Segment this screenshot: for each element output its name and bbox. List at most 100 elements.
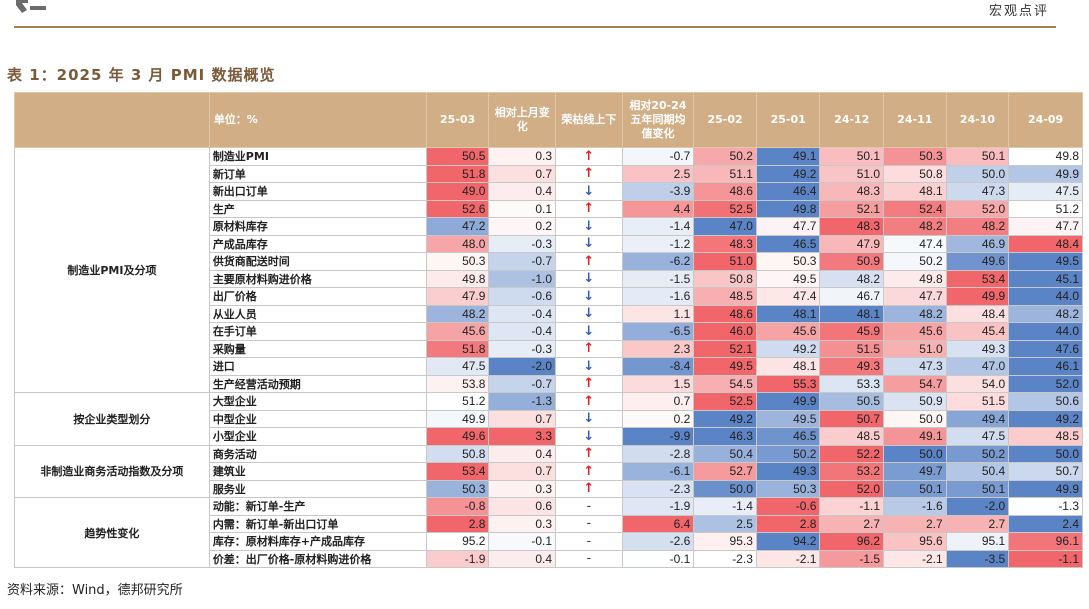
value-25-02-cell: 46.3 [693, 427, 757, 446]
value-25-01-cell: 49.2 [755, 164, 821, 183]
value-25-03-cell: 47.2 [425, 217, 490, 236]
value-24-12-cell: 48.3 [819, 182, 885, 201]
value-24-09-cell: 50.6 [1008, 392, 1083, 411]
value-24-11-cell: 49.7 [883, 462, 947, 481]
value-24-12-cell: 52.0 [819, 479, 885, 498]
group-label: 非制造业商务活动指数及分项 [14, 444, 210, 498]
change-mom-cell: -0.4 [488, 322, 557, 341]
change-mom-cell: 0.3 [488, 147, 557, 166]
table-row: 服务业 50.3 0.3 ↑ -2.3 50.0 50.3 52.0 50.1 50.1 49.9 [15, 479, 1083, 498]
change-mom-cell: 0.7 [488, 164, 557, 183]
row-label: 新出口订单 [208, 182, 427, 201]
change-vs-5y-cell: -1.6 [621, 287, 695, 306]
value-24-12-cell: 53.3 [819, 374, 885, 393]
table-row: 生产经营活动预期 53.8 -0.7 ↑ 1.5 54.5 55.3 53.3 54.7 54.0… [15, 374, 1083, 393]
value-24-12-cell: 50.9 [819, 252, 885, 271]
change-mom-cell: -1.3 [488, 392, 557, 411]
header-col: 24-09 [1008, 92, 1083, 148]
arrow-up-icon: ↑ [583, 463, 595, 479]
expansion-flag: ↓ [555, 182, 623, 201]
expansion-flag: ↓ [555, 409, 623, 428]
value-25-02-cell: 95.3 [693, 532, 757, 551]
value-25-01-cell: 94.2 [755, 532, 821, 551]
arrow-up-icon: ↑ [583, 253, 595, 269]
value-24-10-cell: 47.3 [945, 182, 1010, 201]
change-vs-5y-cell: 0.2 [621, 409, 695, 428]
arrow-up-icon: ↑ [583, 166, 595, 182]
value-24-12-cell: 46.7 [819, 287, 885, 306]
value-25-02-cell: 52.1 [693, 339, 757, 358]
row-label: 价差：出厂价格-原材料购进价格 [208, 549, 427, 568]
change-mom-cell: 0.4 [488, 549, 557, 568]
value-24-09-cell: 49.2 [1008, 409, 1083, 428]
change-vs-5y-cell: 0.7 [621, 392, 695, 411]
row-label: 主要原材料购进价格 [208, 269, 427, 288]
change-vs-5y-cell: 6.4 [621, 514, 695, 533]
value-24-10-cell: -2.0 [945, 497, 1010, 516]
arrow-down-icon: ↓ [583, 306, 595, 322]
row-label: 进口 [208, 357, 427, 376]
value-25-02-cell: 50.2 [693, 147, 757, 166]
value-24-11-cell: 50.9 [883, 392, 947, 411]
change-vs-5y-cell: -1.9 [621, 497, 695, 516]
value-24-09-cell: 51.2 [1008, 199, 1083, 218]
arrow-down-icon: ↓ [583, 358, 595, 374]
table-row: 产成品库存 48.0 -0.3 ↓ -1.2 48.3 46.5 47.9 47.4 46.9 48… [15, 234, 1083, 253]
arrow-up-icon: ↑ [583, 393, 595, 409]
value-25-03-cell: 50.5 [425, 147, 490, 166]
value-25-03-cell: 50.3 [425, 252, 490, 271]
table-row: 出厂价格 47.9 -0.6 ↓ -1.6 48.5 47.4 46.7 47.7 49.9 44.… [15, 287, 1083, 306]
row-label: 动能：新订单-生产 [208, 497, 427, 516]
expansion-flag: ↑ [555, 339, 623, 358]
change-mom-cell: 0.3 [488, 479, 557, 498]
value-24-12-cell: 53.2 [819, 462, 885, 481]
value-25-03-cell: 50.8 [425, 444, 490, 463]
value-25-03-cell: 48.0 [425, 234, 490, 253]
value-24-09-cell: 48.4 [1008, 234, 1083, 253]
row-label: 生产经营活动预期 [208, 374, 427, 393]
pmi-table: 单位：% 25-03 相对上月变化 荣枯线上下 相对20-24五年同期均值变化 … [14, 92, 1083, 568]
value-24-09-cell: -1.1 [1008, 549, 1083, 568]
value-24-12-cell: 51.5 [819, 339, 885, 358]
arrow-down-icon: ↓ [583, 183, 595, 199]
value-25-03-cell: 53.8 [425, 374, 490, 393]
arrow-down-icon: ↓ [583, 236, 595, 252]
change-mom-cell: 0.4 [488, 444, 557, 463]
value-24-10-cell: 48.2 [945, 217, 1010, 236]
value-24-11-cell: 50.3 [883, 147, 947, 166]
value-25-03-cell: 49.6 [425, 427, 490, 446]
change-vs-5y-cell: 2.5 [621, 164, 695, 183]
table-row: 趋势性变化 动能：新订单-生产 -0.8 0.6- -1.9 -1.4 -0.6 -1.1 -1… [14, 497, 1083, 568]
expansion-flag: ↓ [555, 287, 623, 306]
value-24-11-cell: 50.2 [883, 252, 947, 271]
row-label: 在手订单 [208, 322, 427, 341]
value-24-10-cell: 50.1 [945, 479, 1010, 498]
value-25-01-cell: 50.3 [755, 479, 821, 498]
value-24-11-cell: 50.0 [883, 444, 947, 463]
value-24-11-cell: 51.0 [883, 339, 947, 358]
header-blank-cell [14, 92, 210, 148]
value-24-10-cell: -3.5 [945, 549, 1010, 568]
value-24-11-cell: 2.7 [883, 514, 947, 533]
value-24-12-cell: 47.9 [819, 234, 885, 253]
change-vs-5y-cell: -2.3 [621, 479, 695, 498]
arrow-down-icon: ↓ [583, 271, 595, 287]
value-24-12-cell: 50.1 [819, 147, 885, 166]
table-row: 内需：新订单-新出口订单 2.8 0.3-6.4 2.5 2.8 2.7 2.7 2.7 2.4 [15, 514, 1083, 533]
value-24-09-cell: -1.3 [1008, 497, 1083, 516]
value-25-01-cell: 49.3 [755, 462, 821, 481]
value-24-09-cell: 47.6 [1008, 339, 1083, 358]
change-mom-cell: -0.3 [488, 339, 557, 358]
change-mom-cell: 0.4 [488, 182, 557, 201]
change-mom-cell: 0.6 [488, 497, 557, 516]
value-24-11-cell: 47.4 [883, 234, 947, 253]
expansion-flag: ↑ [555, 444, 623, 463]
value-24-09-cell: 48.5 [1008, 427, 1083, 446]
value-24-12-cell: 50.5 [819, 392, 885, 411]
change-mom-cell: 0.7 [488, 409, 557, 428]
value-24-12-cell: -1.5 [819, 549, 885, 568]
expansion-flag: ↑ [555, 147, 623, 166]
value-24-12-cell: 48.2 [819, 269, 885, 288]
value-25-01-cell: 55.3 [755, 374, 821, 393]
dash-icon: - [586, 533, 592, 549]
